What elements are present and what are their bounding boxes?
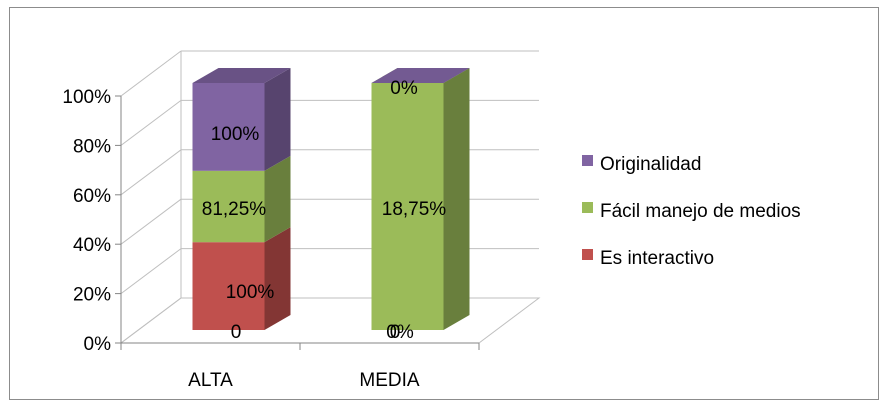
bar-segment xyxy=(371,68,470,330)
y-axis: 0% 20% 40% 60% 80% 100% xyxy=(62,87,122,355)
legend-label: Fácil manejo de medios xyxy=(600,201,801,222)
gridline-side xyxy=(120,149,182,196)
bars xyxy=(192,68,470,330)
legend-label: Es interactivo xyxy=(600,248,714,269)
gridline-side xyxy=(120,50,182,97)
data-labels: 100%0%81,25% 18,75%100%0%0 0 xyxy=(202,78,447,343)
y-tick-label: 0% xyxy=(84,334,112,355)
bar-side xyxy=(264,68,291,171)
y-tick-label: 80% xyxy=(73,136,111,157)
y-tick-label: 20% xyxy=(73,285,111,306)
gridline-side xyxy=(120,248,182,295)
data-label: 18,75% xyxy=(382,199,447,220)
bar-front xyxy=(192,83,265,171)
chart-walls xyxy=(119,51,541,344)
data-label: 100% xyxy=(211,124,260,145)
bar-segment xyxy=(192,68,291,171)
bar-front xyxy=(192,170,265,243)
bar-side xyxy=(443,68,470,330)
data-label: 100% xyxy=(226,282,275,303)
bar-front xyxy=(371,83,444,330)
chart-floor xyxy=(119,297,541,344)
data-label: 0% xyxy=(390,78,418,99)
legend: Originalidad Fácil manejo de medios Es int… xyxy=(582,154,801,269)
bar-side xyxy=(264,227,291,330)
legend-swatch xyxy=(582,155,593,166)
stacked-bar-chart: 0% 20% 40% 60% 80% 100% 100% 0% 81,25% 18,75% 100… xyxy=(62,50,801,391)
bar-segment xyxy=(192,227,291,330)
x-category-label: MEDIA xyxy=(359,370,420,391)
bar-top-cap xyxy=(371,68,470,83)
data-label: 81,25% xyxy=(202,199,267,220)
legend-swatch xyxy=(582,202,593,213)
chart-frame: 0% 20% 40% 60% 80% 100% 100% 0% 81,25% 18,75% 100… xyxy=(9,7,879,400)
gridlines xyxy=(120,50,539,344)
bar-side xyxy=(264,155,291,243)
legend-label: Originalidad xyxy=(600,154,701,175)
y-tick-label: 40% xyxy=(73,235,111,256)
gridline-side xyxy=(120,198,182,245)
bar-top xyxy=(192,68,291,83)
bar-front xyxy=(192,242,265,330)
gridline-side xyxy=(120,297,182,344)
data-label-zero: 0 xyxy=(390,322,401,343)
y-tick-label: 60% xyxy=(73,186,111,207)
y-tick-label: 100% xyxy=(62,87,111,108)
x-axis: ALTA MEDIA xyxy=(120,342,480,391)
data-label-zero: 0 xyxy=(231,322,242,343)
x-category-label: ALTA xyxy=(188,370,233,391)
bar-segment xyxy=(192,155,291,243)
legend-swatch xyxy=(582,249,593,260)
gridline-side xyxy=(120,100,182,146)
data-label: 0% xyxy=(386,322,414,343)
